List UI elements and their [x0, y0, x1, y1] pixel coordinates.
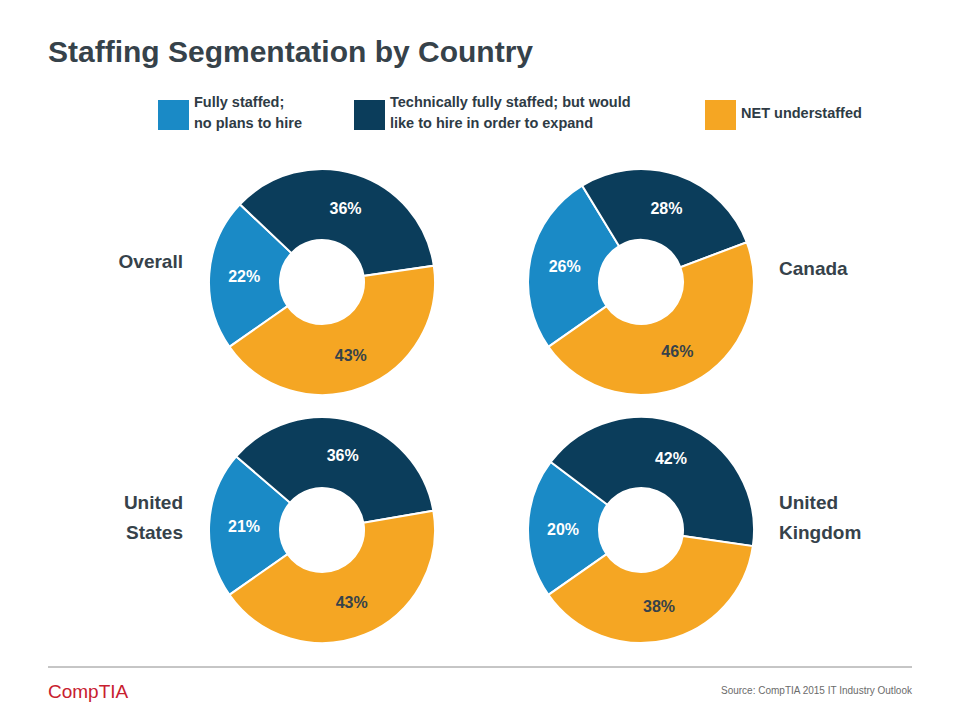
- donut: [528, 417, 754, 643]
- donut-slice: [548, 536, 752, 643]
- data-label: 21%: [228, 518, 260, 535]
- data-label: 20%: [547, 521, 579, 538]
- data-label: 28%: [650, 200, 682, 217]
- donut: [209, 169, 435, 395]
- donut-slice: [229, 266, 435, 395]
- data-label: 22%: [228, 268, 260, 285]
- title: Staffing Segmentation by Country: [48, 35, 533, 68]
- donut-slice: [229, 511, 435, 643]
- footer-rule: [48, 667, 912, 668]
- data-label: 46%: [661, 343, 693, 360]
- panel-label: Canada: [779, 258, 848, 279]
- legend-label: NET understaffed: [741, 105, 862, 121]
- data-label: 26%: [549, 258, 581, 275]
- donut: [209, 417, 435, 643]
- panel-label: UnitedKingdom: [779, 492, 861, 543]
- donut-slice: [240, 169, 434, 276]
- source: Source: CompTIA 2015 IT Industry Outlook: [721, 685, 913, 696]
- page: Staffing Segmentation by Country Fully st…: [0, 0, 960, 720]
- data-label: 42%: [655, 450, 687, 467]
- legend-swatch: [705, 100, 736, 130]
- data-label: 36%: [327, 447, 359, 464]
- legend-swatch: [158, 100, 189, 130]
- data-label: 36%: [330, 200, 362, 217]
- donut-slice: [551, 417, 754, 546]
- panel-label: UnitedStates: [124, 492, 183, 543]
- data-label: 43%: [336, 594, 368, 611]
- donut-slice: [236, 417, 433, 523]
- data-label: 38%: [643, 598, 675, 615]
- donut: [528, 169, 754, 395]
- legend-label: Technically fully staffed; but wouldlike…: [390, 94, 631, 131]
- legend-label: Fully staffed;no plans to hire: [194, 94, 302, 131]
- panel-label: Overall: [119, 251, 183, 272]
- data-label: 43%: [335, 347, 367, 364]
- legend-swatch: [354, 100, 385, 130]
- donut-slice: [548, 242, 754, 395]
- logo: CompTIA: [48, 681, 129, 702]
